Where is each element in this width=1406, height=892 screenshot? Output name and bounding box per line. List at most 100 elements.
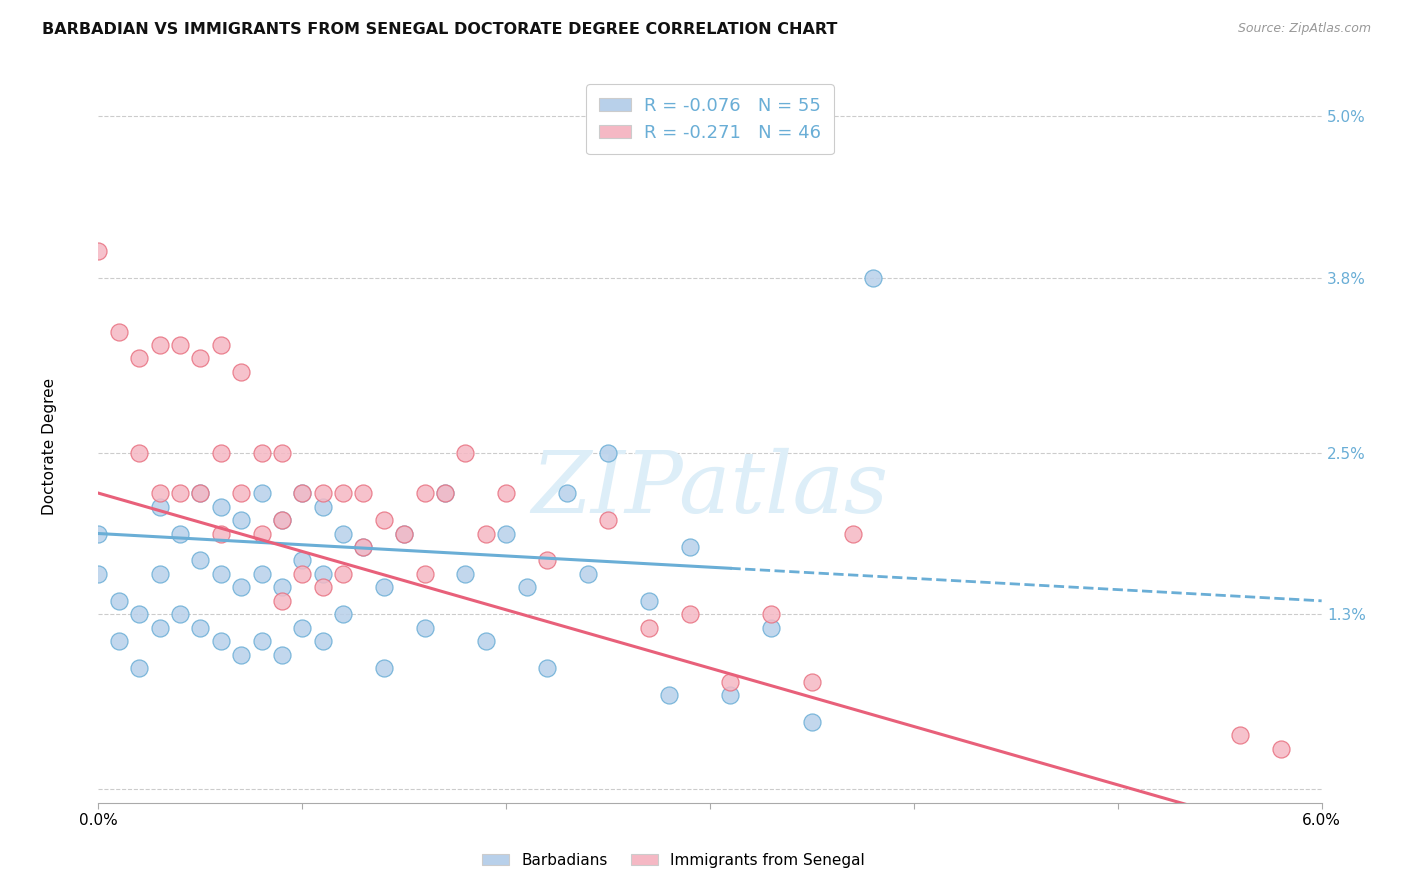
- Point: [637, 621, 661, 635]
- Point: [149, 621, 172, 635]
- Point: [392, 526, 416, 541]
- Point: [128, 661, 150, 675]
- Point: [209, 526, 232, 541]
- Point: [413, 486, 436, 500]
- Point: [188, 486, 212, 500]
- Point: [495, 526, 517, 541]
- Point: [128, 446, 150, 460]
- Point: [291, 553, 314, 567]
- Point: [149, 486, 172, 500]
- Point: [373, 513, 395, 527]
- Text: ZIPatlas: ZIPatlas: [531, 448, 889, 530]
- Point: [291, 566, 314, 581]
- Point: [311, 566, 335, 581]
- Point: [841, 526, 863, 541]
- Point: [454, 566, 477, 581]
- Point: [108, 325, 131, 339]
- Point: [637, 594, 661, 608]
- Point: [658, 688, 681, 702]
- Point: [231, 486, 253, 500]
- Point: [231, 648, 253, 662]
- Point: [474, 526, 498, 541]
- Point: [862, 270, 884, 285]
- Point: [231, 580, 253, 594]
- Point: [679, 540, 702, 554]
- Point: [536, 661, 558, 675]
- Point: [108, 634, 131, 648]
- Point: [352, 486, 374, 500]
- Point: [332, 526, 354, 541]
- Point: [718, 688, 742, 702]
- Point: [598, 513, 620, 527]
- Point: [413, 621, 436, 635]
- Point: [311, 486, 335, 500]
- Point: [332, 607, 354, 622]
- Point: [433, 486, 456, 500]
- Point: [332, 486, 354, 500]
- Text: Source: ZipAtlas.com: Source: ZipAtlas.com: [1237, 22, 1371, 36]
- Point: [87, 244, 110, 258]
- Point: [270, 513, 292, 527]
- Point: [516, 580, 538, 594]
- Point: [413, 566, 436, 581]
- Point: [373, 580, 395, 594]
- Text: BARBADIAN VS IMMIGRANTS FROM SENEGAL DOCTORATE DEGREE CORRELATION CHART: BARBADIAN VS IMMIGRANTS FROM SENEGAL DOC…: [42, 22, 838, 37]
- Point: [761, 607, 783, 622]
- Point: [373, 661, 395, 675]
- Point: [188, 351, 212, 366]
- Point: [433, 486, 456, 500]
- Point: [188, 553, 212, 567]
- Point: [801, 714, 824, 729]
- Point: [250, 634, 273, 648]
- Point: [169, 607, 191, 622]
- Point: [291, 486, 314, 500]
- Point: [576, 566, 599, 581]
- Point: [270, 580, 292, 594]
- Point: [209, 446, 232, 460]
- Point: [311, 500, 335, 514]
- Point: [169, 338, 191, 352]
- Point: [209, 566, 232, 581]
- Point: [87, 566, 110, 581]
- Point: [555, 486, 579, 500]
- Point: [1270, 742, 1292, 756]
- Point: [1229, 729, 1251, 743]
- Point: [250, 526, 273, 541]
- Point: [128, 607, 150, 622]
- Point: [87, 526, 110, 541]
- Point: [188, 486, 212, 500]
- Point: [209, 338, 232, 352]
- Point: [392, 526, 416, 541]
- Point: [250, 566, 273, 581]
- Point: [209, 634, 232, 648]
- Text: Doctorate Degree: Doctorate Degree: [42, 377, 58, 515]
- Point: [188, 621, 212, 635]
- Point: [454, 446, 477, 460]
- Point: [311, 634, 335, 648]
- Point: [801, 674, 824, 689]
- Point: [311, 580, 335, 594]
- Point: [270, 446, 292, 460]
- Point: [149, 338, 172, 352]
- Point: [169, 526, 191, 541]
- Point: [495, 486, 517, 500]
- Point: [169, 486, 191, 500]
- Point: [231, 365, 253, 379]
- Point: [291, 486, 314, 500]
- Point: [598, 446, 620, 460]
- Point: [332, 566, 354, 581]
- Point: [679, 607, 702, 622]
- Point: [270, 648, 292, 662]
- Point: [474, 634, 498, 648]
- Point: [250, 446, 273, 460]
- Point: [352, 540, 374, 554]
- Point: [250, 486, 273, 500]
- Point: [291, 621, 314, 635]
- Legend: Barbadians, Immigrants from Senegal: Barbadians, Immigrants from Senegal: [475, 847, 872, 873]
- Point: [270, 513, 292, 527]
- Point: [270, 594, 292, 608]
- Point: [536, 553, 558, 567]
- Point: [209, 500, 232, 514]
- Point: [149, 566, 172, 581]
- Point: [718, 674, 742, 689]
